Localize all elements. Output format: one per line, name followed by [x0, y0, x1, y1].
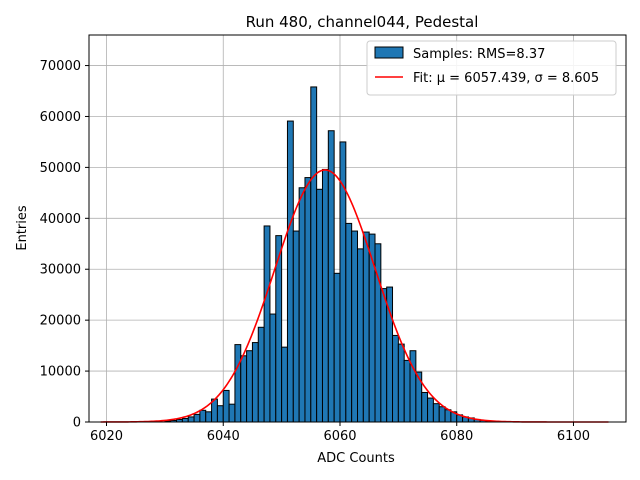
histogram-bar [298, 187, 306, 423]
y-tick-label: 0 [73, 416, 81, 431]
x-tick-label: 6020 [90, 429, 123, 444]
histogram-bar [193, 413, 201, 423]
histogram-bar [222, 389, 230, 423]
histogram-bar [438, 406, 446, 423]
y-tick-label: 50000 [40, 161, 81, 176]
histogram-bar [333, 272, 341, 423]
y-axis-label: Entries [15, 205, 30, 251]
histogram-bar [187, 416, 195, 423]
x-tick-label: 6100 [557, 429, 590, 444]
histogram-bars [164, 86, 493, 423]
histogram-bar [357, 248, 364, 423]
histogram-bar [240, 355, 248, 423]
histogram-bar [316, 188, 323, 423]
histogram-bar [292, 230, 300, 423]
histogram-bar [263, 225, 271, 423]
histogram-bar [368, 233, 376, 423]
histogram-bar [432, 403, 440, 423]
legend-box [366, 40, 617, 96]
histogram-bar [327, 130, 335, 423]
plot-frame [88, 34, 627, 423]
x-tick-label: 6080 [440, 429, 473, 444]
y-axis-ticks: 0 10000 20000 30000 40000 50000 60000 70000 [40, 59, 89, 431]
legend-samples-label: Samples: RMS=8.37 [413, 47, 545, 62]
x-axis-ticks: 6020 6040 6060 6080 6100 [90, 422, 590, 444]
x-tick-label: 6060 [323, 429, 356, 444]
histogram-bar [351, 230, 359, 423]
chart-title: Run 480, channel044, Pedestal [246, 13, 479, 31]
histogram-bar [216, 405, 224, 423]
histogram-bar [403, 359, 411, 423]
histogram-bar [251, 342, 259, 423]
histogram-bar [281, 346, 288, 423]
histogram-bar [444, 409, 452, 423]
histogram-bar [345, 222, 353, 423]
y-tick-label: 70000 [40, 59, 81, 74]
histogram-bar [199, 409, 207, 423]
histogram-bar [234, 344, 242, 423]
histogram-bar [310, 86, 318, 423]
histogram-bar [380, 288, 388, 423]
x-axis-label: ADC Counts [317, 451, 395, 466]
histogram-bar [228, 403, 236, 423]
legend-samples-swatch [374, 46, 404, 59]
histogram-bar [246, 350, 253, 423]
y-tick-label: 60000 [40, 110, 81, 125]
x-tick-label: 6040 [207, 429, 240, 444]
legend-fit-label: Fit: μ = 6057.439, σ = 8.605 [413, 71, 599, 86]
histogram-bar [421, 391, 429, 423]
histogram-bar [415, 371, 423, 423]
histogram-bar [257, 326, 265, 423]
y-tick-label: 30000 [40, 263, 81, 278]
histogram-bar [409, 350, 417, 423]
histogram-bar [304, 177, 312, 423]
legend: Samples: RMS=8.37 Fit: μ = 6057.439, σ =… [366, 40, 617, 96]
y-tick-label: 20000 [40, 314, 81, 329]
histogram-bar [362, 231, 370, 423]
histogram-bar [269, 313, 277, 423]
histogram-bar [286, 120, 294, 423]
y-tick-label: 10000 [40, 365, 81, 380]
histogram-bar [392, 334, 399, 423]
histogram-bar [181, 417, 189, 423]
histogram-bar [205, 411, 213, 423]
histogram-bar [397, 343, 405, 423]
histogram-bar [321, 168, 329, 423]
y-tick-label: 40000 [40, 212, 81, 227]
histogram-bar [427, 397, 434, 423]
